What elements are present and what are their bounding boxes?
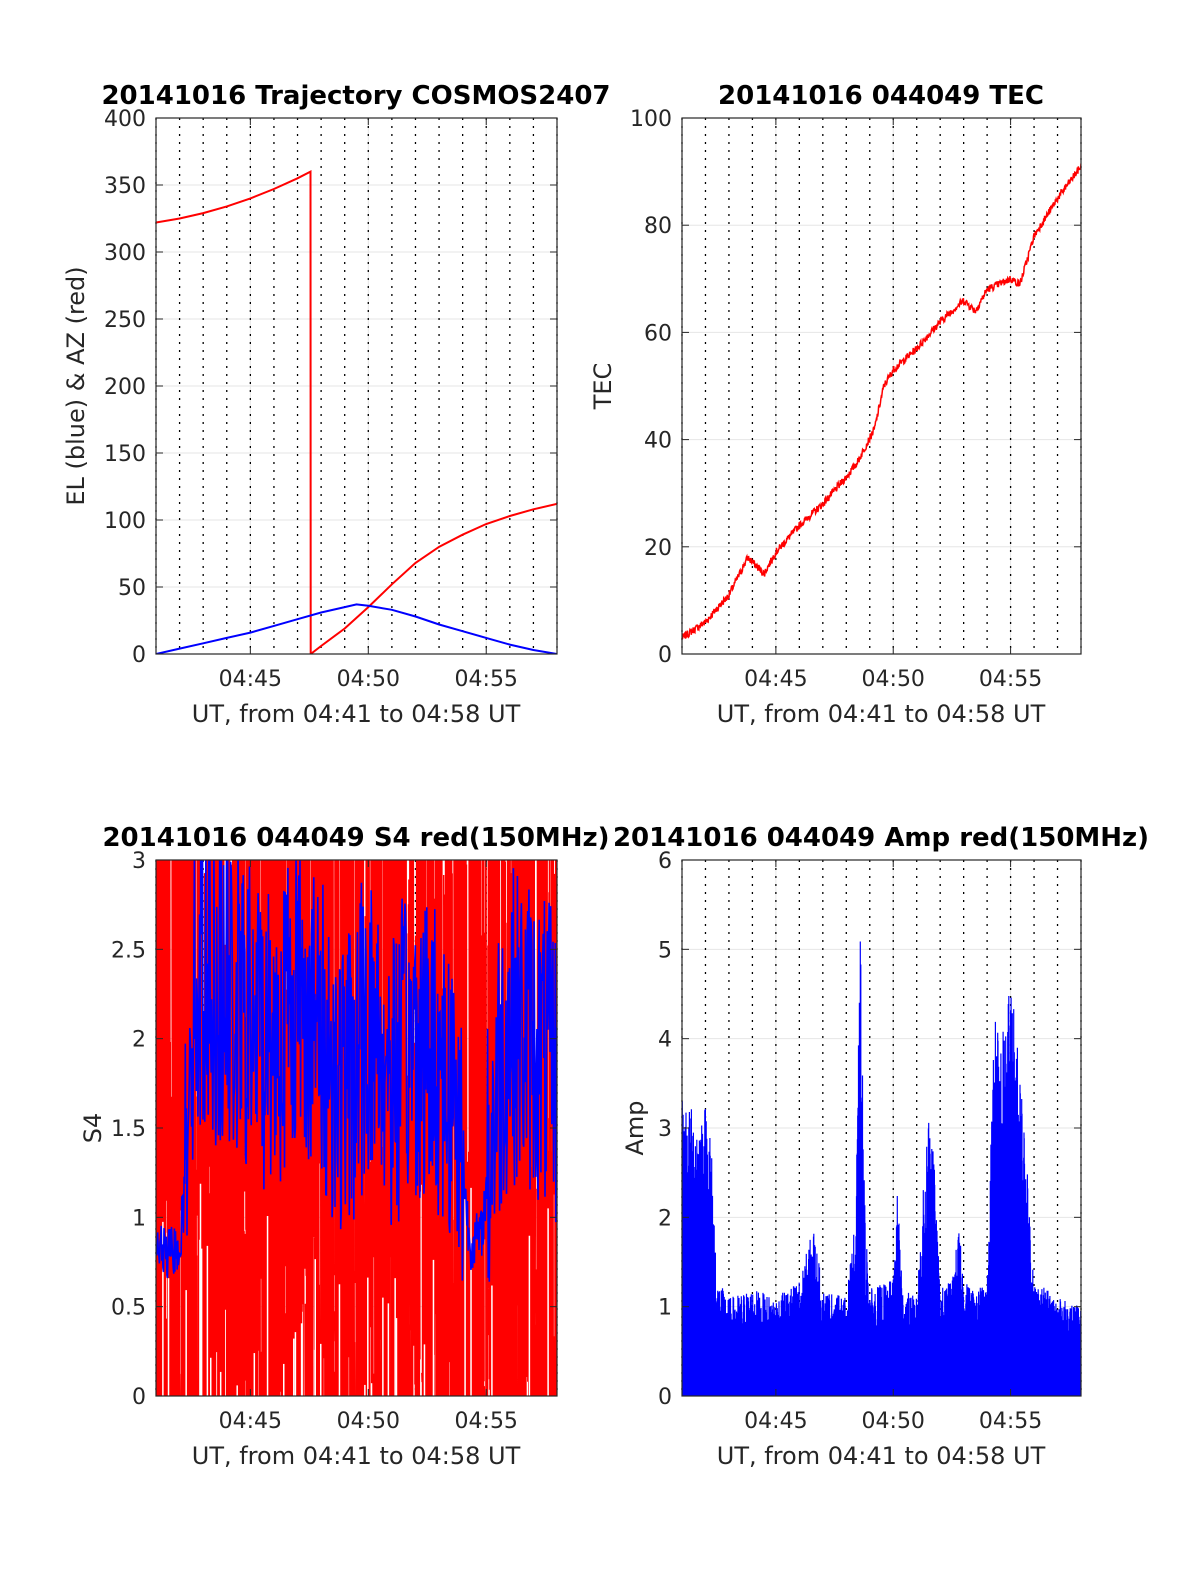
tec-panel: 04:45 04:50 04:55 0 20 40 60 80 100 20141016 0440… — [589, 81, 1082, 728]
amp-x-tick-label: 04:55 — [979, 1409, 1042, 1434]
s4-plot-area: 04:45 04:50 04:55 0 0.5 1 1.5 2 2.5 3 — [111, 849, 558, 1434]
tec-ticks: 04:45 04:50 04:55 0 20 40 60 80 100 — [630, 107, 1081, 692]
s4-y-tick-label: 0 — [132, 1385, 146, 1410]
trajectory-y-tick-label: 250 — [104, 308, 146, 333]
amp-y-tick-label: 2 — [658, 1206, 672, 1231]
trajectory-series-line — [156, 169, 557, 654]
s4-x-tick-label: 04:55 — [455, 1409, 518, 1434]
amp-x-axis-label: UT, from 04:41 to 04:58 UT — [717, 1442, 1046, 1470]
amp-series-line — [682, 941, 1081, 1396]
tec-grid — [681, 117, 1082, 655]
trajectory-y-tick-label: 150 — [104, 442, 146, 467]
s4-y-tick-label: 3 — [132, 849, 146, 874]
trajectory-y-tick-label: 100 — [104, 509, 146, 534]
amp-plot-area: 04:45 04:50 04:55 0 1 2 3 4 5 6 — [658, 849, 1082, 1434]
amp-y-axis-label: Amp — [621, 1100, 649, 1155]
s4-x-tick-label: 04:45 — [219, 1409, 282, 1434]
tec-y-tick-label: 0 — [658, 643, 672, 668]
tec-x-tick-label: 04:50 — [862, 667, 925, 692]
s4-y-tick-label: 2 — [132, 1028, 146, 1053]
trajectory-y-tick-label: 400 — [104, 107, 146, 132]
trajectory-ticks: 04:45 04:50 04:55 0 50 100 150 200 250 300 350 400 — [104, 107, 557, 692]
tec-x-tick-label: 04:45 — [744, 667, 807, 692]
amp-y-tick-label: 4 — [658, 1028, 672, 1053]
trajectory-x-tick-label: 04:55 — [455, 667, 518, 692]
tec-y-tick-label: 80 — [644, 214, 672, 239]
s4-series-line — [156, 860, 557, 1282]
tec-title: 20141016 044049 TEC — [718, 81, 1044, 111]
tec-x-tick-label: 04:55 — [979, 667, 1042, 692]
trajectory-y-tick-label: 200 — [104, 375, 146, 400]
trajectory-y-tick-label: 300 — [104, 241, 146, 266]
s4-y-tick-label: 1.5 — [111, 1117, 146, 1142]
amp-ticks: 04:45 04:50 04:55 0 1 2 3 4 5 6 — [658, 849, 1081, 1434]
trajectory-y-axis-label: EL (blue) & AZ (red) — [62, 266, 90, 505]
trajectory-x-tick-label: 04:45 — [219, 667, 282, 692]
s4-x-tick-label: 04:50 — [337, 1409, 400, 1434]
amp-series-0 — [682, 941, 1081, 1396]
tec-series-line — [682, 163, 1081, 640]
tec-x-axis-label: UT, from 04:41 to 04:58 UT — [717, 700, 1046, 728]
s4-title: 20141016 044049 S4 red(150MHz) — [102, 823, 609, 853]
trajectory-panel: 04:45 04:50 04:55 0 50 100 150 200 250 300 350 4002… — [62, 81, 611, 728]
trajectory-x-tick-label: 04:50 — [337, 667, 400, 692]
s4-y-tick-label: 1 — [132, 1206, 146, 1231]
tec-series-0 — [682, 163, 1081, 640]
trajectory-y-tick-label: 350 — [104, 174, 146, 199]
amp-title: 20141016 044049 Amp red(150MHz) — [613, 823, 1149, 853]
s4-x-axis-label: UT, from 04:41 to 04:58 UT — [192, 1442, 521, 1470]
tec-axes-box — [681, 117, 1082, 655]
s4-series-1 — [156, 860, 557, 1282]
tec-y-axis-label: TEC — [589, 363, 617, 411]
trajectory-y-tick-label: 50 — [118, 576, 146, 601]
tec-y-tick-label: 60 — [644, 321, 672, 346]
tec-plot-area: 04:45 04:50 04:55 0 20 40 60 80 100 — [630, 107, 1082, 692]
trajectory-plot-area: 04:45 04:50 04:55 0 50 100 150 200 250 300 350 400 — [104, 107, 558, 692]
amp-x-tick-label: 04:50 — [862, 1409, 925, 1434]
trajectory-series-0 — [156, 169, 557, 654]
s4-y-tick-label: 2.5 — [111, 938, 146, 963]
trajectory-series-line — [156, 603, 557, 654]
amp-x-tick-label: 04:45 — [744, 1409, 807, 1434]
tec-y-tick-label: 20 — [644, 536, 672, 561]
tec-y-tick-label: 40 — [644, 429, 672, 454]
trajectory-x-axis-label: UT, from 04:41 to 04:58 UT — [192, 700, 521, 728]
s4-y-tick-label: 0.5 — [111, 1296, 146, 1321]
trajectory-grid — [155, 117, 558, 655]
amp-y-tick-label: 1 — [658, 1296, 672, 1321]
trajectory-title: 20141016 Trajectory COSMOS2407 — [101, 81, 610, 111]
amp-y-tick-label: 6 — [658, 849, 672, 874]
amp-y-tick-label: 3 — [658, 1117, 672, 1142]
trajectory-y-tick-label: 0 — [132, 643, 146, 668]
s4-ticks: 04:45 04:50 04:55 0 0.5 1 1.5 2 2.5 3 — [111, 849, 557, 1434]
s4-y-axis-label: S4 — [79, 1113, 107, 1144]
trajectory-series-1 — [156, 603, 557, 654]
amp-y-tick-label: 5 — [658, 938, 672, 963]
amp-y-tick-label: 0 — [658, 1385, 672, 1410]
tec-y-tick-label: 100 — [630, 107, 672, 132]
